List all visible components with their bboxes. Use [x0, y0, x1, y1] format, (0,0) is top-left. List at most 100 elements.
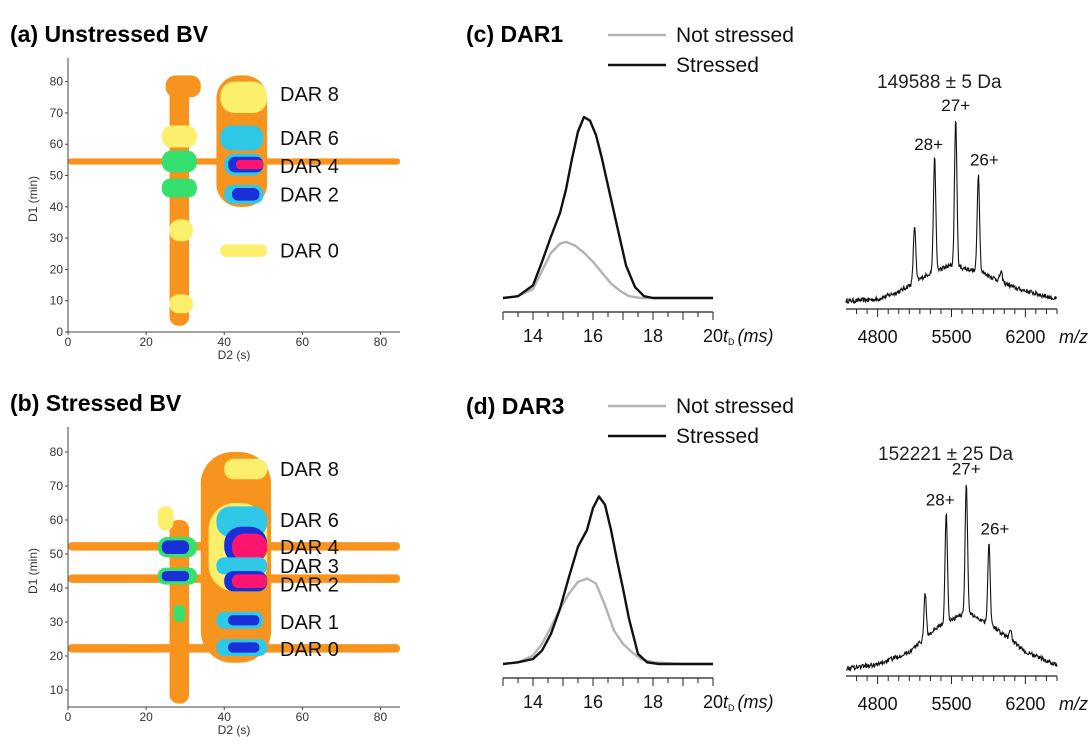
dar-label: DAR 1	[280, 612, 339, 634]
x-tick-label: 4800	[858, 327, 898, 347]
y-tick-label: 70	[50, 479, 64, 493]
x-tick-label: 4800	[858, 694, 898, 714]
x-tick-label: 60	[296, 710, 310, 724]
legend-entry: Stressed	[676, 54, 759, 77]
contour-blob	[216, 557, 268, 575]
x-tick-label: 20	[703, 326, 723, 346]
panel-title: (d) DAR3	[466, 393, 564, 419]
contour-blob	[220, 81, 268, 113]
contour-blob	[161, 540, 190, 554]
dar-label: DAR 6	[280, 510, 339, 532]
x-axis-label: m/z	[1059, 694, 1088, 714]
legend-entry: Not stressed	[676, 395, 794, 418]
x-tick-label: 5500	[931, 694, 971, 714]
charge-state-label: 27+	[941, 96, 970, 115]
x-tick-label: 14	[523, 692, 543, 712]
heatmap-panel-a: (a) Unstressed BV 0 20 40 60 80 0 10 20 30 40 50 60 7…	[10, 21, 400, 362]
y-tick-label: 40	[50, 200, 64, 214]
y-tick-label: 80	[50, 445, 64, 459]
x-tick-label: 18	[643, 692, 663, 712]
spectrum-line	[845, 121, 1058, 305]
x-tick-label: 60	[296, 335, 310, 349]
charge-state-label: 28+	[914, 135, 943, 154]
contour-blobs	[68, 452, 400, 704]
y-tick-label: 10	[50, 294, 64, 308]
charge-state-label: 26+	[981, 520, 1010, 539]
y-tick-label: 30	[50, 615, 64, 629]
contour-blob	[220, 125, 264, 151]
contour-blob	[228, 642, 260, 653]
dar-label: DAR 4	[280, 156, 339, 178]
contour-blob	[232, 188, 260, 201]
dar-label: DAR 6	[280, 128, 339, 150]
x-tick-label: 16	[583, 326, 603, 346]
panel-title: (a) Unstressed BV	[10, 21, 209, 47]
x-axis-label: m/z	[1059, 327, 1088, 347]
deconvoluted-mass: 149588 ± 5 Da	[877, 72, 1002, 93]
dar-label: DAR 2	[280, 184, 339, 206]
deconvoluted-mass: 152221 ± 25 Da	[878, 444, 1014, 465]
y-tick-label: 60	[50, 513, 64, 527]
arrival-time-panel-c: (c) DAR1 Not stressed Stressed 14 16 18 20 tD (m…	[466, 21, 794, 347]
x-tick-label: 18	[643, 326, 663, 346]
y-tick-label: 50	[50, 547, 64, 561]
contour-blob	[161, 150, 197, 173]
y-tick-label: 40	[50, 581, 64, 595]
charge-state-label: 28+	[926, 491, 955, 510]
legend-entry: Stressed	[676, 425, 759, 448]
x-tick-label: 20	[139, 335, 153, 349]
y-tick-label: 10	[50, 683, 64, 697]
dar-label: DAR 8	[280, 84, 339, 106]
dar-label: DAR 0	[280, 241, 339, 263]
x-tick-label: 5500	[931, 327, 971, 347]
x-axis-label: D2 (s)	[218, 348, 251, 362]
contour-blob	[157, 506, 174, 531]
series-line	[502, 577, 713, 666]
contour-blob	[161, 571, 190, 582]
contour-blob	[228, 615, 260, 626]
mass-spectrum-panel-c_ms: 149588 ± 5 Da 28+ 27+ 26+ 4800 5500 6200 m/z	[845, 72, 1088, 347]
contour-blob	[169, 219, 193, 242]
y-tick-label: 30	[50, 231, 64, 245]
x-axis-label: tD (ms)	[723, 326, 774, 347]
x-tick-label: 0	[65, 335, 72, 349]
x-axis-label: D2 (s)	[218, 723, 251, 737]
contour-blob	[220, 244, 268, 257]
charge-state-label: 26+	[970, 151, 999, 170]
dar-label: DAR 3	[280, 556, 339, 578]
y-tick-label: 20	[50, 262, 64, 276]
x-tick-label: 6200	[1005, 694, 1045, 714]
x-tick-label: 80	[374, 710, 388, 724]
dar-label: DAR 4	[280, 537, 339, 559]
dar-label: DAR 8	[280, 459, 339, 481]
x-tick-label: 14	[523, 326, 543, 346]
x-tick-label: 80	[374, 335, 388, 349]
mass-spectrum-panel-d_ms: 152221 ± 25 Da 28+ 27+ 26+ 4800 5500 6200 m/z	[846, 444, 1088, 714]
contour-blob	[169, 294, 193, 314]
spectrum-line	[846, 484, 1058, 672]
y-tick-label: 50	[50, 169, 64, 183]
series-line	[502, 240, 713, 300]
y-tick-label: 0	[56, 325, 63, 339]
y-tick-label: 20	[50, 649, 64, 663]
dar-label: DAR 2	[280, 575, 339, 597]
contour-blob	[161, 125, 197, 148]
y-tick-label: 60	[50, 137, 64, 151]
contour-blob	[232, 533, 268, 561]
y-axis-label: D1 (min)	[26, 176, 40, 222]
arrival-time-panel-d: (d) DAR3 Not stressed Stressed 14 16 18 20 tD (m…	[466, 393, 794, 713]
x-tick-label: 16	[583, 692, 603, 712]
contour-blob	[161, 178, 197, 198]
charge-state-label: 27+	[952, 459, 981, 478]
contour-blob	[224, 458, 268, 480]
x-tick-label: 20	[139, 710, 153, 724]
y-axis-label: D1 (min)	[26, 548, 40, 594]
contour-blob	[173, 605, 186, 622]
contour-blob	[232, 574, 268, 588]
legend-entry: Not stressed	[676, 24, 794, 47]
x-tick-label: 40	[218, 335, 232, 349]
contour-blob	[235, 159, 264, 170]
y-tick-label: 80	[50, 75, 64, 89]
x-axis-label: tD (ms)	[723, 692, 774, 713]
